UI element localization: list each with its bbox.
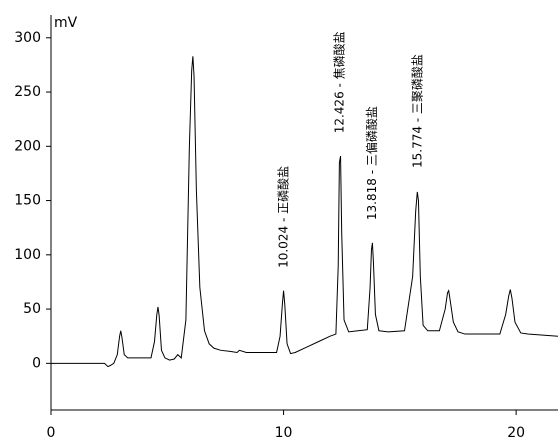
y-tick-label: 0: [32, 355, 41, 371]
peak-annotation: 12.426 - 焦磷酸盐: [331, 31, 346, 133]
y-tick-label: 150: [14, 193, 41, 209]
y-tick-label: 100: [14, 247, 41, 263]
x-tick-label: 0: [47, 425, 56, 441]
y-unit: mV: [54, 15, 78, 31]
x-tick-label: 20: [507, 425, 525, 441]
x-tick-label: 10: [275, 425, 293, 441]
signal-trace: [51, 56, 559, 368]
peak-annotation: 15.774 - 三聚磷酸盐: [409, 54, 424, 168]
y-tick-label: 50: [23, 301, 41, 317]
peak-annotation: 13.818 - 三偏磷酸盐: [364, 106, 379, 220]
y-tick-label: 250: [14, 84, 41, 100]
peak-annotation: 10.024 - 正磷酸盐: [276, 166, 291, 268]
y-tick-label: 200: [14, 138, 41, 154]
y-tick-label: 300: [14, 30, 41, 46]
